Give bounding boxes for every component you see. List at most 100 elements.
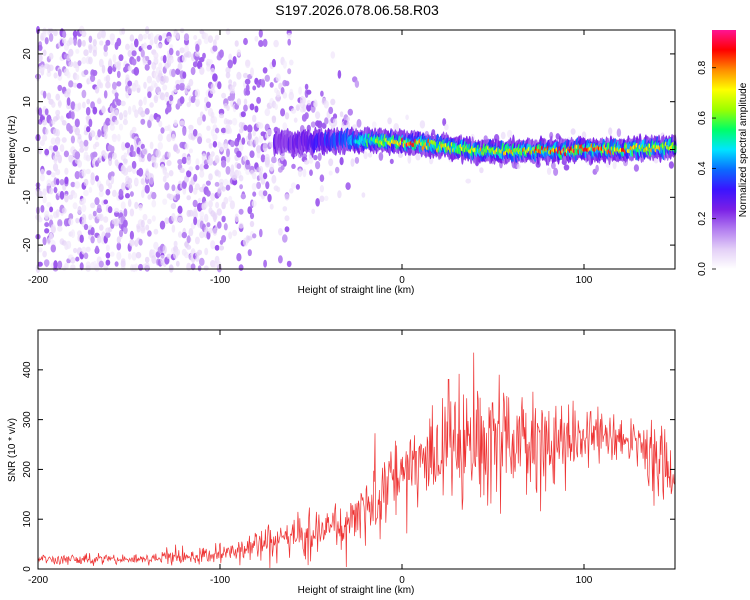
noise-cell <box>219 178 224 185</box>
colorbar-tick-label: 0.2 <box>697 211 708 225</box>
noise-cell <box>415 153 421 161</box>
noise-cell <box>186 170 192 178</box>
noise-cell <box>88 213 93 221</box>
noise-cell <box>44 260 49 268</box>
noise-cell <box>50 137 56 145</box>
noise-cell <box>105 188 111 196</box>
noise-cell <box>48 28 54 34</box>
noise-cell <box>158 62 163 71</box>
noise-cell <box>68 218 74 226</box>
x-tick-label: -100 <box>210 275 230 286</box>
noise-cell <box>114 207 120 213</box>
noise-cell <box>249 103 255 111</box>
noise-cell <box>361 192 366 198</box>
noise-cell <box>98 58 104 68</box>
noise-cell <box>214 155 220 164</box>
noise-cell <box>225 71 231 79</box>
noise-cell <box>130 144 134 153</box>
noise-cell <box>208 142 213 149</box>
noise-cell <box>168 170 174 177</box>
noise-cell <box>119 229 123 238</box>
noise-cell <box>206 190 211 197</box>
noise-cell <box>73 38 77 46</box>
noise-cell <box>181 156 187 165</box>
noise-cell <box>74 181 81 189</box>
noise-cell <box>129 239 135 247</box>
noise-cell <box>57 260 63 269</box>
noise-cell <box>83 49 89 57</box>
x-tick-label: 0 <box>399 275 405 286</box>
noise-cell <box>88 35 93 43</box>
noise-cell <box>164 217 170 224</box>
noise-cell <box>97 97 102 105</box>
noise-cell <box>553 167 559 176</box>
noise-cell <box>337 70 342 79</box>
noise-cell <box>57 154 62 164</box>
noise-cell <box>271 58 276 68</box>
noise-cell <box>83 69 89 76</box>
noise-cell <box>110 37 115 46</box>
noise-cell <box>129 191 134 197</box>
noise-cell <box>221 215 226 223</box>
noise-cell <box>190 96 196 103</box>
noise-cell <box>162 84 168 91</box>
noise-cell <box>197 197 202 204</box>
noise-cell <box>105 39 111 46</box>
noise-cell <box>287 68 292 75</box>
noise-cell <box>204 247 209 256</box>
noise-cell <box>85 154 91 162</box>
snr-y-ticks: 0 100 200 300 400 <box>22 361 675 572</box>
noise-cell <box>66 88 71 95</box>
noise-cell <box>116 60 122 67</box>
noise-cell <box>147 91 152 99</box>
noise-cell <box>245 59 251 67</box>
y-tick-label: 100 <box>22 510 33 527</box>
noise-cell <box>236 71 242 80</box>
noise-cell <box>186 235 191 244</box>
noise-cell <box>171 133 176 142</box>
noise-cell <box>177 62 183 71</box>
noise-cell <box>203 37 209 45</box>
noise-cell <box>72 82 78 88</box>
noise-cell <box>123 208 128 217</box>
noise-cell <box>286 32 292 39</box>
noise-cell <box>354 80 360 88</box>
noise-cell <box>42 188 47 196</box>
noise-cell <box>46 202 52 208</box>
noise-cell <box>203 164 209 170</box>
noise-cell <box>48 187 54 195</box>
noise-cell <box>83 144 89 152</box>
noise-cell <box>199 170 205 178</box>
noise-cell <box>64 262 69 270</box>
noise-cell <box>155 149 161 158</box>
noise-cell <box>131 251 137 261</box>
noise-cell <box>328 158 334 167</box>
noise-cell <box>153 241 159 250</box>
noise-cell <box>197 249 203 256</box>
noise-cell <box>264 153 270 162</box>
noise-cell <box>138 204 143 211</box>
noise-cell <box>240 111 246 118</box>
noise-cell <box>302 97 307 104</box>
noise-cell <box>236 49 242 57</box>
noise-cell <box>140 110 146 118</box>
noise-cell <box>595 164 599 173</box>
noise-cell <box>99 224 104 231</box>
noise-cell <box>77 102 82 111</box>
noise-cell <box>199 231 205 239</box>
noise-cell <box>252 85 257 91</box>
noise-cell <box>164 182 170 191</box>
noise-cell <box>186 156 192 166</box>
noise-cell <box>55 114 60 121</box>
noise-cell <box>164 91 169 98</box>
noise-cell <box>245 169 251 175</box>
noise-cell <box>319 195 325 203</box>
noise-cell <box>367 152 373 158</box>
noise-cell <box>298 86 302 95</box>
noise-cell <box>121 182 126 192</box>
noise-cell <box>145 55 150 62</box>
noise-cell <box>138 99 143 107</box>
noise-cell <box>208 59 213 65</box>
noise-cell <box>258 135 264 144</box>
noise-cell <box>240 193 246 200</box>
